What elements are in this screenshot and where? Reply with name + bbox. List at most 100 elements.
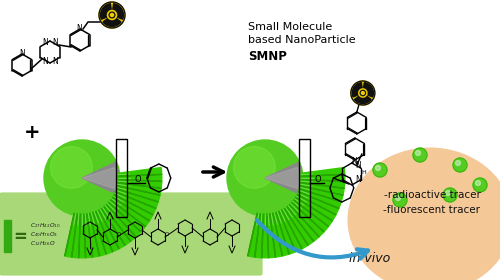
Wedge shape bbox=[114, 195, 153, 215]
Wedge shape bbox=[93, 213, 106, 254]
Circle shape bbox=[227, 140, 303, 216]
Circle shape bbox=[50, 146, 92, 188]
Circle shape bbox=[360, 90, 366, 96]
Wedge shape bbox=[265, 167, 299, 188]
Circle shape bbox=[376, 165, 380, 171]
Circle shape bbox=[44, 140, 120, 216]
Wedge shape bbox=[284, 208, 308, 245]
Text: =: = bbox=[13, 228, 27, 246]
Wedge shape bbox=[254, 214, 264, 258]
Wedge shape bbox=[279, 210, 302, 252]
Circle shape bbox=[396, 195, 400, 200]
Wedge shape bbox=[266, 214, 269, 258]
Circle shape bbox=[413, 148, 427, 162]
Circle shape bbox=[473, 178, 487, 192]
Wedge shape bbox=[110, 200, 146, 227]
Wedge shape bbox=[93, 211, 112, 254]
Wedge shape bbox=[118, 179, 162, 181]
Wedge shape bbox=[118, 174, 162, 176]
Circle shape bbox=[443, 188, 457, 202]
Wedge shape bbox=[276, 213, 289, 254]
Wedge shape bbox=[298, 192, 339, 209]
Circle shape bbox=[476, 181, 480, 186]
Wedge shape bbox=[114, 192, 156, 215]
Wedge shape bbox=[301, 179, 344, 188]
Wedge shape bbox=[118, 183, 161, 188]
Text: -radioactive tracer: -radioactive tracer bbox=[384, 190, 480, 200]
Circle shape bbox=[393, 193, 407, 207]
Wedge shape bbox=[300, 186, 343, 195]
Wedge shape bbox=[270, 214, 276, 257]
Wedge shape bbox=[287, 207, 314, 241]
Circle shape bbox=[362, 92, 364, 94]
Wedge shape bbox=[84, 214, 86, 258]
Wedge shape bbox=[117, 186, 160, 195]
Text: O: O bbox=[134, 174, 141, 183]
Text: N: N bbox=[355, 160, 360, 169]
Wedge shape bbox=[100, 4, 111, 19]
Wedge shape bbox=[104, 207, 131, 241]
Bar bbox=[4, 220, 11, 252]
Text: $C_{40}H_{76}O_{3}$: $C_{40}H_{76}O_{3}$ bbox=[30, 230, 58, 239]
Wedge shape bbox=[301, 168, 344, 176]
Wedge shape bbox=[301, 183, 344, 188]
Wedge shape bbox=[292, 202, 324, 232]
Circle shape bbox=[446, 190, 450, 195]
Wedge shape bbox=[96, 211, 113, 252]
Wedge shape bbox=[301, 179, 344, 181]
Text: in vivo: in vivo bbox=[350, 251, 391, 265]
Wedge shape bbox=[106, 202, 141, 237]
Wedge shape bbox=[262, 214, 264, 258]
Wedge shape bbox=[72, 214, 78, 257]
Text: $C_{12}H_{26}O$: $C_{12}H_{26}O$ bbox=[30, 240, 56, 248]
Wedge shape bbox=[294, 197, 333, 227]
Wedge shape bbox=[279, 211, 296, 252]
Text: N: N bbox=[42, 57, 48, 66]
Wedge shape bbox=[297, 192, 339, 215]
Circle shape bbox=[99, 2, 125, 28]
Text: $C_{27}H_{42}O_{10}$: $C_{27}H_{42}O_{10}$ bbox=[30, 221, 61, 230]
Wedge shape bbox=[90, 213, 100, 256]
Wedge shape bbox=[296, 197, 333, 221]
Wedge shape bbox=[104, 205, 136, 241]
Wedge shape bbox=[118, 174, 162, 181]
Wedge shape bbox=[254, 214, 260, 257]
Wedge shape bbox=[112, 197, 150, 221]
Wedge shape bbox=[248, 213, 260, 257]
Text: O: O bbox=[314, 174, 321, 183]
Wedge shape bbox=[102, 207, 130, 245]
Bar bbox=[299, 139, 310, 217]
Wedge shape bbox=[300, 186, 343, 202]
Wedge shape bbox=[82, 167, 116, 188]
Wedge shape bbox=[78, 214, 86, 258]
Text: N: N bbox=[42, 38, 48, 46]
Wedge shape bbox=[300, 189, 341, 202]
Wedge shape bbox=[84, 214, 92, 258]
Wedge shape bbox=[98, 208, 125, 249]
Wedge shape bbox=[72, 214, 80, 258]
Text: +: + bbox=[24, 123, 40, 141]
Wedge shape bbox=[364, 83, 374, 97]
Wedge shape bbox=[266, 214, 276, 258]
Wedge shape bbox=[64, 213, 74, 256]
Text: N: N bbox=[351, 157, 356, 165]
Text: N: N bbox=[52, 38, 58, 46]
Wedge shape bbox=[301, 174, 345, 181]
Wedge shape bbox=[273, 213, 289, 256]
Text: Small Molecule: Small Molecule bbox=[248, 22, 332, 32]
Bar bbox=[116, 139, 127, 217]
Wedge shape bbox=[86, 213, 100, 257]
Wedge shape bbox=[108, 200, 146, 232]
Wedge shape bbox=[116, 186, 160, 202]
Wedge shape bbox=[354, 96, 371, 104]
Wedge shape bbox=[106, 204, 136, 237]
Circle shape bbox=[110, 13, 114, 17]
Wedge shape bbox=[113, 4, 124, 19]
Wedge shape bbox=[82, 162, 119, 193]
Wedge shape bbox=[262, 214, 268, 258]
Wedge shape bbox=[290, 204, 319, 237]
Wedge shape bbox=[108, 202, 141, 232]
Circle shape bbox=[416, 151, 420, 155]
Wedge shape bbox=[96, 210, 119, 252]
Wedge shape bbox=[116, 192, 156, 209]
